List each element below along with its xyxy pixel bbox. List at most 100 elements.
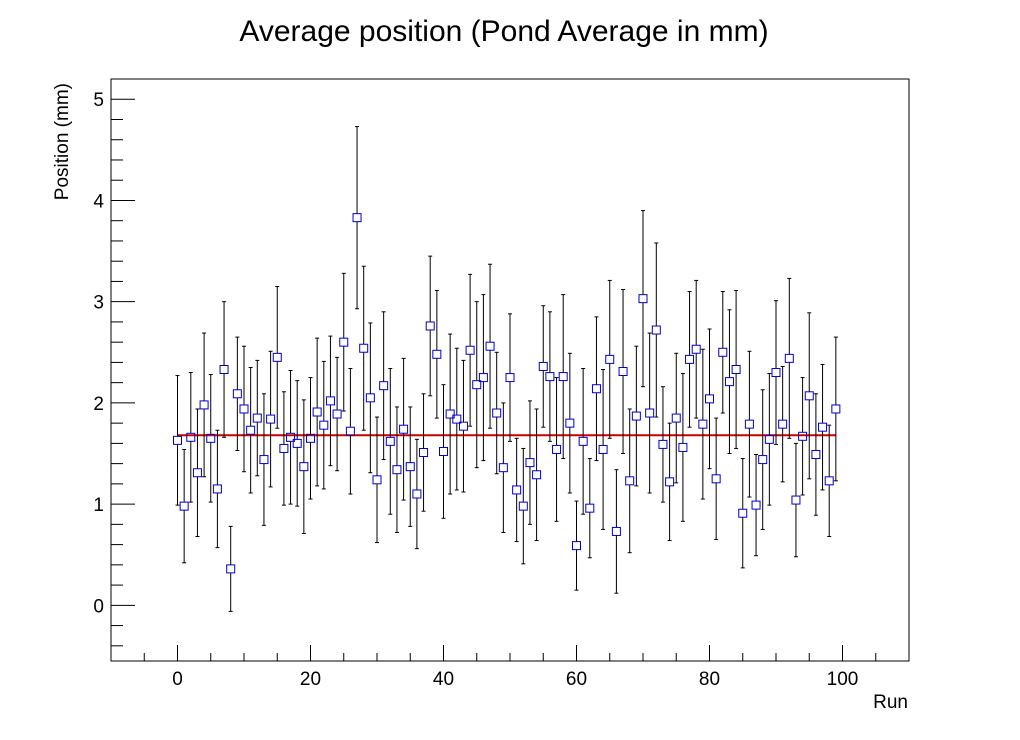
- point-marker: [292, 438, 302, 448]
- y-tick-label: 5: [93, 90, 104, 111]
- point-marker: [558, 372, 568, 382]
- data-point: [605, 279, 615, 439]
- point-marker: [778, 419, 788, 429]
- point-marker: [312, 407, 322, 417]
- point-marker: [691, 344, 701, 354]
- data-point: [751, 454, 761, 557]
- data-point: [259, 393, 269, 526]
- point-marker: [818, 422, 828, 432]
- data-point: [292, 380, 302, 507]
- data-point: [498, 402, 508, 533]
- y-axis: 0 1 2 3 4 5: [93, 78, 135, 647]
- data-point: [758, 389, 768, 530]
- data-point: [385, 367, 395, 515]
- data-point: [206, 374, 216, 503]
- data-points-layer: [173, 126, 841, 612]
- data-point: [532, 408, 542, 542]
- point-marker: [492, 408, 502, 418]
- point-marker: [831, 404, 841, 414]
- point-marker: [552, 444, 562, 454]
- data-point: [465, 273, 475, 427]
- point-marker: [545, 372, 555, 382]
- point-marker: [618, 367, 628, 377]
- point-marker: [824, 476, 834, 486]
- data-point: [798, 377, 808, 496]
- data-point: [452, 347, 462, 491]
- x-tick-label: 20: [300, 669, 321, 690]
- data-point: [611, 469, 621, 594]
- data-point: [678, 373, 688, 522]
- data-point: [359, 265, 369, 431]
- point-marker: [625, 476, 635, 486]
- point-marker: [232, 389, 242, 399]
- point-marker: [811, 450, 821, 460]
- y-tick-label: 4: [93, 191, 104, 212]
- point-marker: [525, 458, 535, 468]
- data-point: [246, 366, 256, 494]
- data-point: [286, 370, 296, 505]
- data-point: [425, 255, 435, 397]
- y-tick-label: 0: [93, 596, 104, 617]
- x-tick-label: 40: [433, 669, 454, 690]
- point-marker: [226, 564, 236, 574]
- data-point: [445, 333, 455, 495]
- point-marker: [458, 421, 468, 431]
- data-point: [671, 352, 681, 484]
- data-point: [252, 359, 262, 477]
- point-marker: [452, 414, 462, 424]
- point-marker: [705, 394, 714, 404]
- point-marker: [465, 345, 475, 355]
- data-point: [558, 294, 568, 460]
- point-marker: [472, 380, 482, 390]
- data-point: [179, 448, 189, 564]
- point-marker: [738, 508, 748, 518]
- data-point: [266, 350, 276, 488]
- point-marker: [678, 442, 688, 452]
- data-point: [505, 313, 515, 442]
- point-marker: [173, 435, 182, 445]
- point-marker: [498, 463, 508, 473]
- x-tick-label: 80: [699, 669, 720, 690]
- point-marker: [538, 361, 548, 371]
- data-point: [472, 301, 482, 469]
- data-point: [419, 393, 429, 512]
- point-marker: [306, 433, 315, 443]
- data-point: [791, 442, 801, 558]
- data-point: [306, 377, 315, 500]
- data-point: [405, 406, 415, 527]
- point-marker: [299, 462, 309, 472]
- data-point: [538, 305, 548, 428]
- point-marker: [744, 419, 754, 429]
- point-marker: [685, 354, 695, 364]
- data-point: [239, 345, 249, 473]
- data-point: [226, 525, 236, 612]
- point-marker: [432, 349, 442, 359]
- data-point: [731, 290, 741, 449]
- data-point: [232, 336, 242, 451]
- point-marker: [332, 409, 342, 419]
- x-axis: 0 20 40 60 80 100: [110, 645, 910, 690]
- data-point: [711, 417, 721, 541]
- data-point: [372, 416, 382, 544]
- point-marker: [731, 364, 741, 374]
- data-point: [578, 367, 588, 515]
- point-marker: [591, 384, 601, 394]
- point-marker: [186, 432, 196, 442]
- point-marker: [784, 353, 794, 363]
- point-marker: [345, 426, 355, 436]
- point-marker: [219, 364, 229, 374]
- point-marker: [758, 455, 768, 465]
- data-point: [565, 352, 575, 494]
- point-marker: [252, 413, 262, 423]
- data-point: [591, 316, 601, 462]
- data-point: [811, 393, 821, 516]
- data-point: [744, 350, 754, 498]
- point-marker: [246, 425, 256, 435]
- point-marker: [771, 368, 781, 378]
- data-point: [399, 357, 409, 501]
- data-point: [784, 277, 794, 439]
- data-point: [804, 312, 814, 480]
- point-marker: [518, 501, 528, 511]
- point-marker: [199, 400, 209, 410]
- point-marker: [651, 325, 661, 335]
